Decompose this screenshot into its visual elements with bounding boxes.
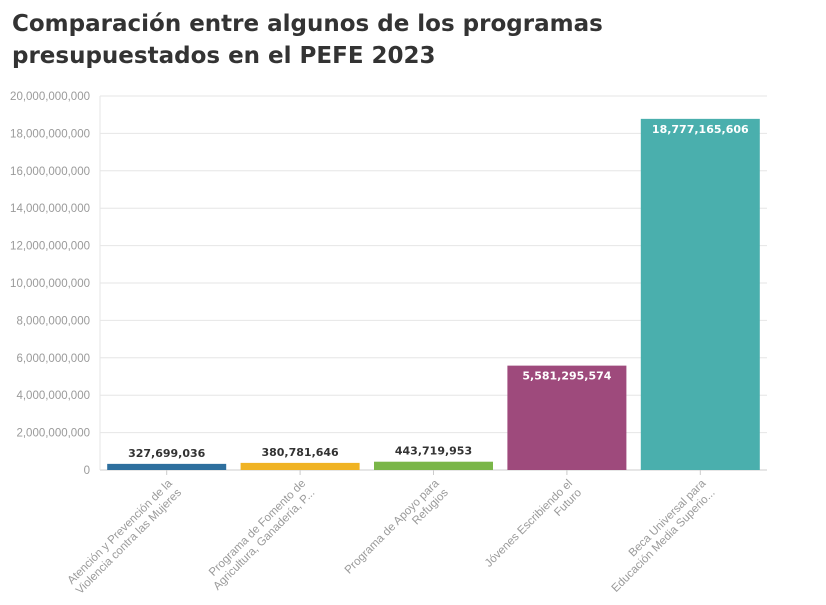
y-tick-label: 8,000,000,000 bbox=[16, 315, 90, 327]
category-label-line: Agricultura, Ganadería, P... bbox=[211, 487, 317, 593]
y-tick-label: 20,000,000,000 bbox=[10, 91, 90, 103]
data-label: 327,699,036 bbox=[128, 447, 206, 460]
category-label-line: Violencia contra las Mujeres bbox=[74, 487, 184, 597]
category-label: Atención y Prevención de laViolencia con… bbox=[65, 477, 185, 597]
bar[interactable] bbox=[507, 365, 627, 470]
category-label-line: Programa de Fomento de bbox=[207, 478, 308, 579]
chart-title: Comparación entre algunos de los program… bbox=[12, 11, 603, 69]
category-label: Programa de Apoyo paraRefugios bbox=[343, 477, 452, 586]
category-label-line: Programa de Apoyo para bbox=[343, 477, 442, 576]
data-label: 5,581,295,574 bbox=[522, 370, 611, 383]
x-axis-labels: Atención y Prevención de laViolencia con… bbox=[65, 470, 718, 597]
bar[interactable] bbox=[107, 463, 227, 470]
bar[interactable] bbox=[640, 118, 760, 470]
category-label-line: Beca Universal para bbox=[627, 477, 709, 559]
category-label: Beca Universal paraEducación Media Super… bbox=[600, 477, 718, 595]
y-tick-label: 10,000,000,000 bbox=[10, 278, 90, 290]
category-label-line: Jóvenes Escribiendo el bbox=[483, 478, 575, 570]
y-tick-label: 18,000,000,000 bbox=[10, 128, 90, 140]
category-label: Jóvenes Escribiendo elFuturo bbox=[483, 478, 584, 579]
category-label-line: Atención y Prevención de la bbox=[66, 477, 176, 587]
y-tick-label: 2,000,000,000 bbox=[16, 428, 90, 440]
bars bbox=[107, 118, 760, 470]
bar[interactable] bbox=[240, 462, 360, 470]
y-tick-label: 6,000,000,000 bbox=[16, 353, 90, 365]
y-tick-label: 14,000,000,000 bbox=[10, 203, 90, 215]
y-tick-label: 12,000,000,000 bbox=[10, 241, 90, 253]
data-label: 380,781,646 bbox=[261, 446, 339, 459]
y-tick-label: 0 bbox=[84, 465, 90, 477]
data-labels: 327,699,036 380,781,646 443,719,953 5,581,2… bbox=[128, 123, 749, 460]
category-label: Programa de Fomento deAgricultura, Ganad… bbox=[202, 478, 317, 593]
y-axis-ticks: 0 2,000,000,000 4,000,000,000 6,000,000,000… bbox=[10, 91, 90, 477]
y-tick-label: 16,000,000,000 bbox=[10, 166, 90, 178]
y-tick-label: 4,000,000,000 bbox=[16, 390, 90, 402]
category-label-line: Educación Media Superio... bbox=[610, 487, 718, 595]
data-label: 18,777,165,606 bbox=[652, 123, 749, 136]
bar[interactable] bbox=[374, 461, 493, 470]
data-label: 443,719,953 bbox=[395, 445, 472, 458]
